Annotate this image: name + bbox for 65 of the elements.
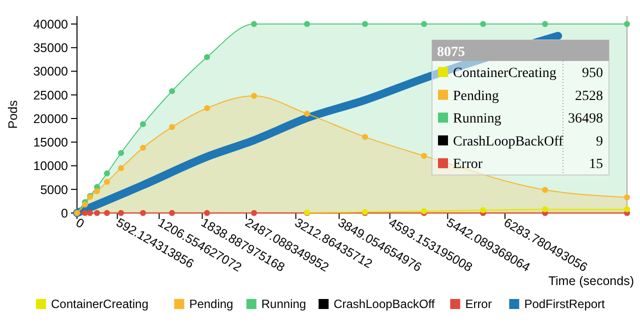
x-tick-label: 0 — [74, 215, 87, 232]
text: Pending — [189, 297, 234, 311]
point — [204, 210, 210, 216]
y-tick-label: 0 — [61, 206, 68, 220]
annotation: 950 — [582, 66, 603, 81]
legend-label: Pending — [453, 88, 499, 104]
point — [118, 150, 124, 156]
point — [140, 121, 146, 128]
text: Running — [261, 297, 306, 311]
point — [362, 21, 368, 28]
point — [251, 21, 258, 28]
annotation: 36498 — [568, 112, 603, 127]
point — [169, 210, 176, 216]
legend-label: Running — [453, 112, 502, 127]
text: Error — [465, 297, 492, 311]
y-tick-label: 15000 — [33, 136, 68, 150]
x-axis-title: Time (seconds) — [548, 274, 634, 288]
text: CrashLoopBackOff — [334, 297, 435, 311]
point — [118, 165, 124, 172]
point — [624, 21, 630, 28]
point — [421, 152, 428, 159]
point — [204, 54, 210, 60]
legend-label: Error — [453, 157, 483, 172]
point — [169, 88, 176, 94]
point — [421, 21, 428, 28]
point — [140, 210, 146, 216]
point — [304, 110, 310, 117]
point — [251, 210, 258, 216]
legend-label: ContainerCreating — [453, 66, 556, 81]
point — [624, 206, 630, 212]
y-tick-label: 40000 — [33, 17, 68, 32]
legend-label: PodFirstReport — [524, 297, 606, 311]
point — [104, 210, 110, 216]
y-tick-label: 25000 — [33, 88, 68, 102]
point — [542, 186, 548, 193]
point — [304, 21, 310, 28]
point — [118, 210, 124, 216]
y-tick-label: 35000 — [33, 41, 68, 56]
annotation: 15 — [589, 157, 603, 172]
y-tick-label: 30000 — [33, 64, 68, 79]
y-tick-label: 20000 — [33, 112, 68, 126]
point — [94, 188, 100, 194]
point — [94, 210, 100, 216]
point — [542, 206, 548, 212]
point — [542, 21, 548, 28]
point — [480, 21, 486, 28]
point — [104, 170, 110, 176]
point — [104, 178, 110, 185]
annotation: 2528 — [575, 88, 603, 104]
point — [251, 92, 258, 99]
y-tick-label: 10000 — [33, 159, 68, 174]
point — [169, 124, 176, 130]
legend-label: CrashLoopBackOff — [453, 134, 564, 150]
point — [624, 194, 630, 200]
point — [204, 105, 210, 112]
point — [362, 134, 368, 140]
annotation: 9 — [596, 134, 603, 150]
point — [140, 144, 146, 151]
y-tick-label: 5000 — [40, 182, 68, 197]
y-axis-title: Pods — [6, 100, 20, 129]
text: ContainerCreating — [51, 297, 148, 311]
point — [87, 210, 94, 216]
annotation: 8075 — [437, 45, 465, 60]
point — [82, 210, 88, 216]
point — [480, 207, 486, 214]
